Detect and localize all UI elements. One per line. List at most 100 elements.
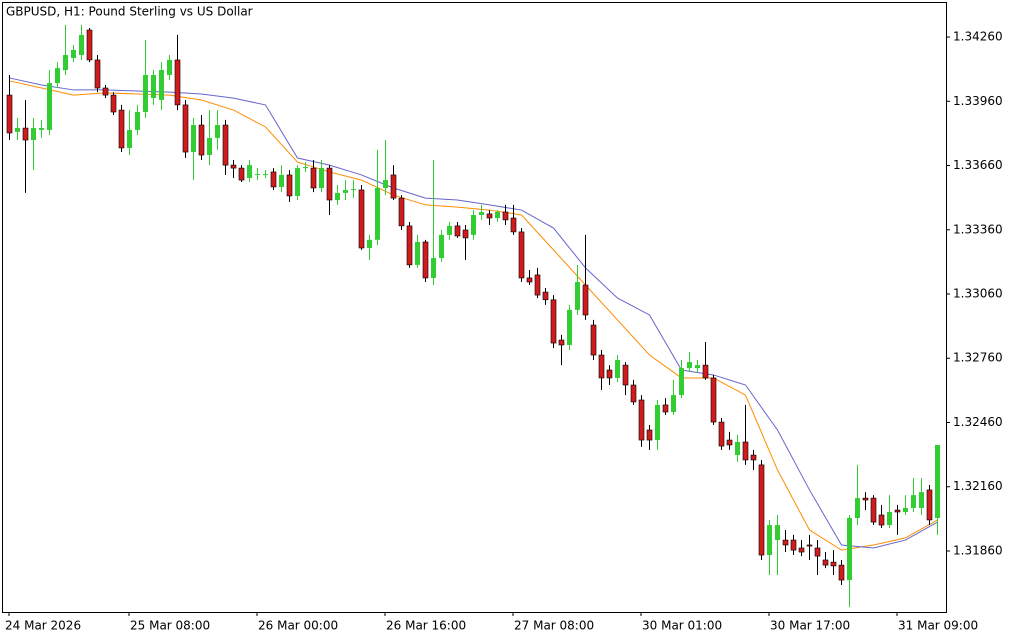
candle-body <box>303 167 308 169</box>
candle-body <box>367 239 372 248</box>
candle-body <box>55 68 60 84</box>
y-tick-label: 1.32460 <box>953 415 1003 429</box>
candle-body <box>718 421 725 447</box>
candle-body <box>526 277 533 283</box>
candle-body <box>319 168 324 189</box>
candle-body <box>110 94 117 113</box>
candle-body <box>582 284 589 316</box>
candle-body <box>630 384 637 403</box>
candle-body <box>687 362 692 369</box>
candle-body <box>558 339 565 346</box>
candle-body <box>127 129 132 148</box>
candle-body <box>790 539 797 551</box>
y-tick-label: 1.33660 <box>953 158 1003 172</box>
candle-body <box>695 365 700 369</box>
candle-body <box>71 49 76 59</box>
candle-body <box>159 70 164 101</box>
candle-body <box>679 368 684 396</box>
candle-body <box>39 128 44 130</box>
candle-body <box>31 128 36 141</box>
candle-body <box>462 229 469 239</box>
candle-body <box>415 241 420 265</box>
candle-body <box>822 559 829 566</box>
candle-body <box>847 517 852 581</box>
candle-body <box>662 404 669 413</box>
x-tick-label: 30 Mar 17:00 <box>770 619 850 633</box>
candle-body <box>151 74 156 99</box>
candle-body <box>118 109 125 149</box>
candle-body <box>878 514 885 526</box>
x-tick-label: 26 Mar 00:00 <box>258 619 338 633</box>
x-tick-label: 25 Mar 08:00 <box>130 619 210 633</box>
candle-body <box>606 369 613 379</box>
candle-body <box>63 55 68 71</box>
candle-body <box>6 94 13 134</box>
x-tick-label: 31 Mar 09:00 <box>898 619 978 633</box>
candle-body <box>335 192 340 201</box>
candle-body <box>742 441 749 461</box>
candle-body <box>575 282 580 310</box>
candle-body <box>286 174 293 197</box>
candle-body <box>479 211 484 215</box>
candle-body <box>295 168 300 196</box>
x-tick-label: 24 Mar 2026 <box>5 619 81 633</box>
candle-body <box>870 497 877 523</box>
candle-body <box>814 547 821 557</box>
candle-body <box>270 171 277 188</box>
x-tick-label: 30 Mar 01:00 <box>642 619 722 633</box>
candle-body <box>598 354 605 379</box>
candle-body <box>615 359 620 378</box>
candle-body <box>510 217 517 233</box>
candle-body <box>655 404 660 441</box>
candle-body <box>198 124 205 156</box>
candle-body <box>406 225 413 266</box>
overlay-line <box>9 77 938 549</box>
candle-body <box>143 74 148 112</box>
candle-body <box>207 137 212 156</box>
candle-body <box>174 59 181 106</box>
candle-body <box>806 544 813 547</box>
candle-body <box>542 291 549 301</box>
plot-frame <box>2 2 947 613</box>
candle-body <box>326 167 333 201</box>
chart-title: GBPUSD, H1: Pound Sterling vs US Dollar <box>6 5 253 19</box>
candle-body <box>94 59 101 89</box>
candle-body <box>439 234 444 259</box>
candle-body <box>750 454 757 461</box>
candle-body <box>894 509 901 513</box>
candle-body <box>471 214 476 235</box>
candle-body <box>247 165 252 178</box>
y-tick-label: 1.32760 <box>953 351 1003 365</box>
candle-body <box>855 498 860 518</box>
y-tick-label: 1.34260 <box>953 30 1003 44</box>
candle-body <box>646 429 653 441</box>
candle-body <box>726 439 733 446</box>
candle-body <box>935 444 940 518</box>
candle-body <box>238 167 245 181</box>
candle-body <box>215 125 220 138</box>
candle-body <box>862 497 869 501</box>
candle-body <box>398 197 405 227</box>
y-tick-label: 1.33960 <box>953 94 1003 108</box>
candle-body <box>222 124 229 166</box>
candle-body <box>758 464 765 556</box>
candle-body <box>22 127 29 141</box>
candle-body <box>431 258 436 278</box>
candle-body <box>838 564 845 581</box>
x-tick-label: 26 Mar 16:00 <box>386 619 466 633</box>
candle-body <box>255 174 260 176</box>
candle-body <box>135 111 140 130</box>
candle-body <box>454 225 461 237</box>
candle-body <box>775 525 780 541</box>
candle-body <box>383 180 388 189</box>
candle-body <box>191 125 196 153</box>
candle-body <box>279 174 284 187</box>
candle-body <box>911 495 916 508</box>
candle-body <box>702 364 709 379</box>
candle-body <box>102 87 109 96</box>
candle-body <box>567 309 572 345</box>
candle-body <box>671 395 676 412</box>
y-tick-label: 1.33360 <box>953 222 1003 236</box>
candle-body <box>47 83 52 130</box>
y-tick-label: 1.32160 <box>953 479 1003 493</box>
